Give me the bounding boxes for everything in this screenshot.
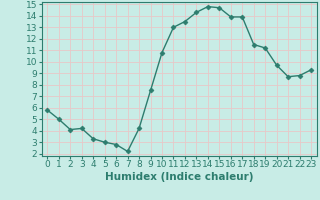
X-axis label: Humidex (Indice chaleur): Humidex (Indice chaleur) <box>105 172 253 182</box>
